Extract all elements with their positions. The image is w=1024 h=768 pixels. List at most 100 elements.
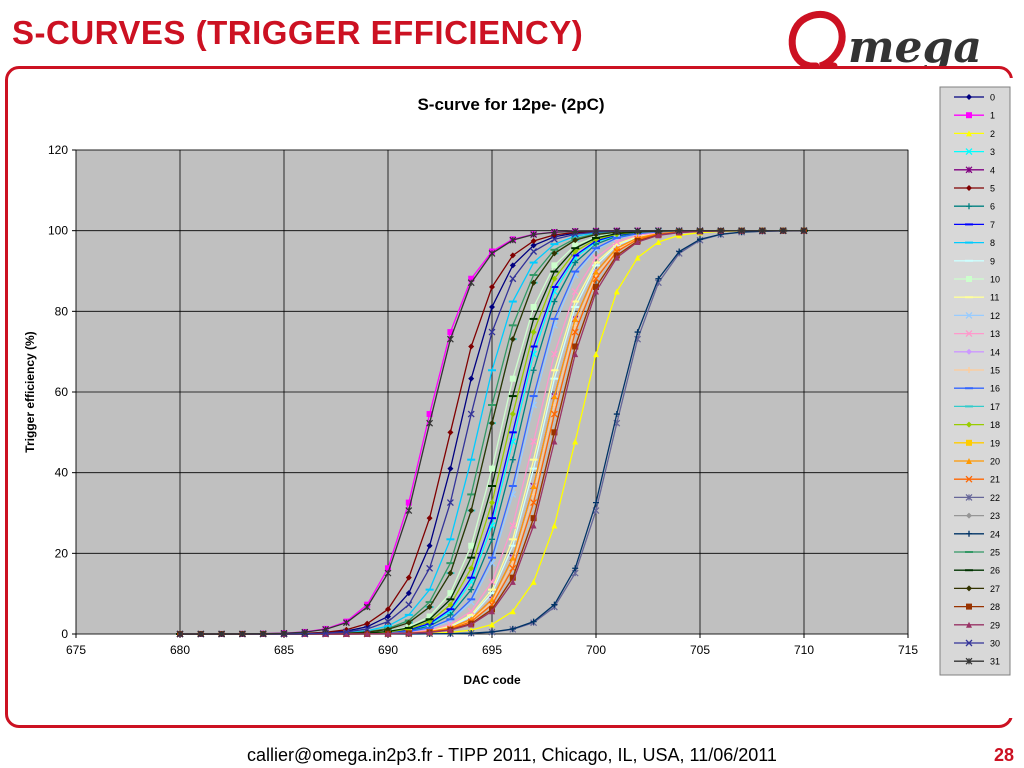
legend-item: 22 [954, 493, 1000, 503]
data-point [572, 315, 579, 322]
legend-box [939, 86, 1011, 676]
data-point [966, 203, 972, 210]
data-point [468, 542, 475, 549]
data-point [965, 639, 973, 647]
x-axis-ticks: 675 680 685 690 695 700 705 710 715 [66, 634, 918, 657]
legend-label: 30 [990, 639, 1000, 649]
data-point [613, 238, 621, 246]
legend-item: 1 [954, 111, 995, 121]
data-point [447, 329, 454, 336]
legend-label: 6 [990, 202, 995, 212]
data-point [550, 350, 558, 358]
page-number: 28 [993, 745, 1014, 765]
data-point [530, 279, 537, 286]
data-point [509, 236, 517, 244]
legend-item: 9 [954, 256, 995, 266]
data-point [530, 238, 537, 245]
data-point [280, 629, 288, 637]
data-point [572, 242, 579, 249]
legend-item: 21 [954, 475, 1000, 485]
data-point [551, 250, 558, 257]
slide-title: S-CURVES (TRIGGER EFFICIENCY) [12, 14, 584, 51]
legend-label: 13 [990, 329, 1000, 339]
data-point [468, 565, 475, 572]
data-point [571, 227, 579, 235]
data-point [322, 625, 330, 633]
data-point [530, 515, 537, 522]
omega-logo: mega [788, 10, 982, 73]
data-point [551, 438, 558, 445]
data-point [489, 465, 495, 472]
x-tick-label: 710 [794, 643, 814, 657]
legend-item: 19 [954, 438, 1000, 448]
legend-label: 1 [990, 111, 995, 121]
legend-label: 4 [990, 165, 995, 175]
data-point [385, 630, 391, 637]
legend-item: 13 [954, 329, 1000, 339]
data-point [509, 456, 516, 463]
data-point [613, 411, 620, 418]
x-tick-label: 685 [274, 643, 294, 657]
data-point [426, 542, 433, 549]
data-point [363, 603, 371, 611]
data-point [966, 185, 972, 191]
legend-item: 8 [954, 238, 995, 248]
legend-item: 14 [954, 347, 1000, 357]
legend-item: 6 [954, 202, 995, 212]
y-axis-ticks: 0 20 40 60 80 100 120 [48, 143, 76, 641]
y-tick-label: 80 [55, 304, 69, 318]
data-point [509, 411, 516, 418]
data-point [468, 507, 475, 514]
data-point [488, 249, 496, 257]
legend-label: 14 [990, 347, 1000, 357]
legend-label: 12 [990, 311, 1000, 321]
legend-item: 26 [954, 566, 1000, 576]
data-point [966, 276, 972, 282]
legend-label: 31 [990, 657, 1000, 667]
data-point [966, 367, 972, 373]
data-point [467, 279, 475, 287]
data-point [966, 603, 972, 610]
legend-label: 7 [990, 220, 995, 230]
legend-item: 27 [954, 584, 1000, 594]
data-point [489, 283, 495, 290]
y-tick-label: 100 [48, 224, 68, 238]
data-point [966, 585, 972, 592]
data-point [489, 304, 495, 311]
data-point [385, 565, 391, 572]
data-point [509, 375, 516, 382]
legend-item: 7 [954, 220, 995, 230]
data-point [593, 499, 599, 506]
data-point [551, 275, 558, 282]
data-point [509, 262, 516, 269]
data-point [363, 625, 371, 633]
data-point [530, 248, 538, 255]
data-point [447, 590, 454, 597]
data-point [238, 630, 246, 638]
legend-label: 3 [990, 147, 995, 157]
data-point [572, 237, 579, 244]
data-point [509, 574, 516, 581]
data-point [593, 268, 599, 275]
omega-logo-mark [788, 10, 846, 70]
data-point [697, 236, 703, 243]
data-point [530, 522, 537, 529]
legend-item: 31 [954, 657, 1000, 667]
data-point [550, 228, 558, 236]
data-point [965, 657, 973, 665]
data-point [530, 367, 537, 374]
data-point [405, 507, 413, 514]
data-point [468, 586, 475, 593]
legend-item: 2 [954, 129, 995, 139]
legend-item: 25 [954, 548, 1000, 558]
data-point [447, 611, 454, 618]
data-point [489, 628, 495, 635]
data-point [489, 621, 495, 628]
legend-label: 8 [990, 238, 995, 248]
data-point [530, 242, 537, 249]
data-point [613, 227, 621, 235]
legend-label: 29 [990, 620, 1000, 630]
data-point [966, 421, 972, 428]
data-point [384, 569, 392, 577]
data-point [364, 620, 371, 627]
